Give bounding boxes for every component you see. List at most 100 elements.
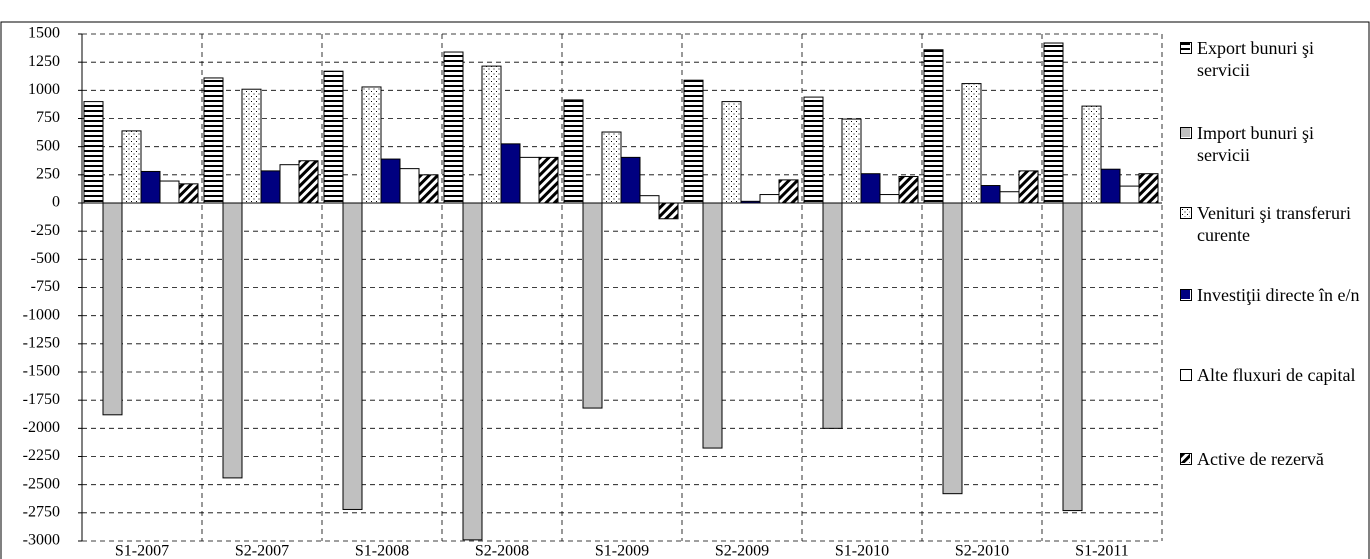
bar	[898, 176, 919, 204]
y-tick-label: 1500	[28, 25, 60, 42]
bar	[1018, 170, 1039, 204]
bar	[83, 101, 104, 204]
bar	[323, 70, 344, 204]
x-tick-label: S2-2007	[235, 543, 289, 559]
legend-label: Export bunuri şi servicii	[1197, 38, 1314, 80]
bar	[860, 173, 881, 204]
bar	[601, 131, 622, 204]
bar	[1138, 173, 1159, 204]
bar	[298, 160, 319, 204]
bar	[121, 130, 142, 204]
x-tick-label: S2-2010	[955, 543, 1009, 559]
bar	[1043, 42, 1064, 204]
bar	[481, 65, 502, 204]
x-tick-label: S2-2009	[715, 543, 769, 559]
bar	[260, 170, 281, 204]
chart-frame	[0, 21, 1370, 559]
x-tick-label: S1-2007	[115, 543, 169, 559]
y-tick-label: 500	[36, 137, 60, 154]
x-tick-label: S2-2008	[475, 543, 529, 559]
bar	[721, 101, 742, 204]
bar	[140, 170, 161, 204]
bar	[563, 99, 584, 204]
bar	[1119, 185, 1140, 204]
bar	[222, 202, 243, 479]
bar	[961, 83, 982, 204]
bar	[102, 202, 123, 416]
legend-item: Export bunuri şi servicii	[1180, 37, 1368, 81]
bar	[879, 194, 900, 204]
bar	[759, 194, 780, 204]
y-tick-label: 250	[36, 166, 60, 183]
y-tick-label: -3000	[23, 532, 60, 549]
legend-item: Import bunuri şi servicii	[1180, 122, 1368, 166]
bar	[822, 202, 843, 429]
bar	[519, 156, 540, 204]
bar	[203, 77, 224, 204]
bar	[342, 202, 363, 510]
bar	[418, 174, 439, 204]
legend-label: Import bunuri şi servicii	[1197, 123, 1314, 165]
bar	[923, 49, 944, 204]
bar	[980, 185, 1001, 204]
bar	[620, 156, 641, 204]
bar	[538, 156, 559, 204]
y-tick-label: -250	[31, 222, 60, 239]
legend-swatch	[1180, 369, 1192, 381]
bar	[803, 96, 824, 204]
x-tick-label: S1-2009	[595, 543, 649, 559]
bar	[241, 88, 262, 204]
bar	[683, 79, 704, 204]
y-tick-label: -1250	[23, 335, 60, 352]
y-tick-label: -2750	[23, 504, 60, 521]
y-tick-label: -1750	[23, 391, 60, 408]
bar	[500, 143, 521, 204]
bar	[443, 51, 464, 204]
bar	[582, 202, 603, 409]
legend-label: Active de rezervă	[1197, 449, 1324, 469]
bar	[361, 86, 382, 204]
x-tick-label: S1-2011	[1075, 543, 1129, 559]
legend-item: Alte fluxuri de capital	[1180, 364, 1368, 386]
legend-swatch	[1180, 289, 1192, 301]
bar	[942, 202, 963, 495]
y-tick-label: 1250	[28, 53, 60, 70]
bar	[1062, 202, 1083, 512]
bar	[999, 191, 1020, 204]
y-tick-label: -2250	[23, 447, 60, 464]
bar	[462, 202, 483, 541]
y-tick-label: 1000	[28, 81, 60, 98]
y-tick-label: 750	[36, 109, 60, 126]
legend-swatch	[1180, 127, 1192, 139]
bar	[639, 195, 660, 204]
legend-item: Investiţii directe în e/n	[1180, 284, 1368, 306]
bar	[178, 183, 199, 204]
legend-label: Venituri şi transferuri curente	[1197, 203, 1351, 245]
y-tick-label: -750	[31, 278, 60, 295]
legend-swatch	[1180, 207, 1192, 219]
legend-label: Alte fluxuri de capital	[1197, 365, 1356, 385]
bar	[658, 202, 679, 220]
bar	[778, 179, 799, 204]
bar	[1081, 105, 1102, 204]
bar	[841, 118, 862, 204]
bar	[1100, 168, 1121, 204]
y-tick-label: 0	[52, 194, 60, 211]
y-tick-label: -1500	[23, 363, 60, 380]
bar	[380, 158, 401, 204]
y-tick-label: -2000	[23, 419, 60, 436]
y-tick-label: -1000	[23, 306, 60, 323]
bar	[279, 164, 300, 204]
x-tick-label: S1-2008	[355, 543, 409, 559]
legend-item: Active de rezervă	[1180, 448, 1368, 470]
legend-swatch	[1180, 453, 1192, 465]
y-tick-label: -500	[31, 250, 60, 267]
bar	[159, 180, 180, 204]
x-tick-label: S1-2010	[835, 543, 889, 559]
legend-swatch	[1180, 42, 1192, 54]
bar	[702, 202, 723, 449]
y-tick-label: -2500	[23, 475, 60, 492]
legend-label: Investiţii directe în e/n	[1197, 285, 1360, 305]
